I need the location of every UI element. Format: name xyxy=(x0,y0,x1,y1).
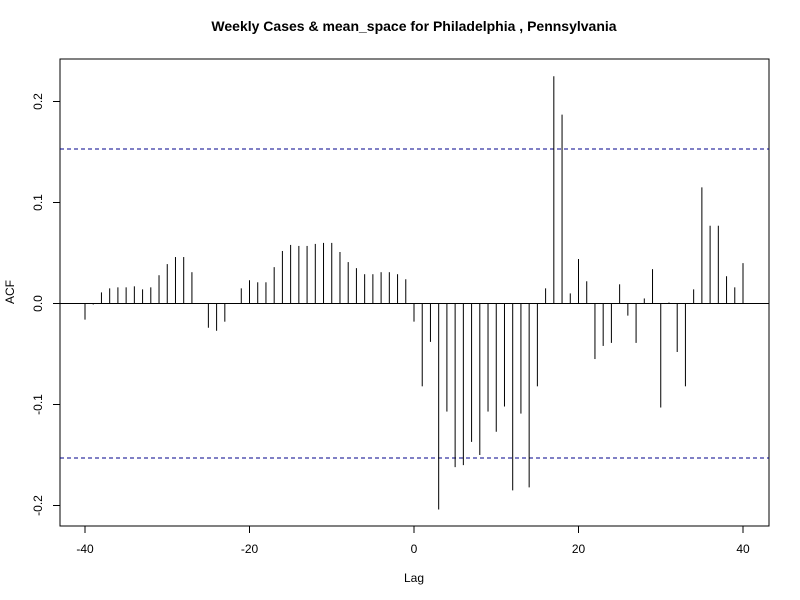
x-axis-label: Lag xyxy=(404,571,424,585)
y-tick-label: -0.2 xyxy=(31,495,45,516)
x-tick-label: 40 xyxy=(736,542,750,556)
x-tick-label: -40 xyxy=(76,542,94,556)
x-tick-label: 20 xyxy=(572,542,586,556)
y-tick-label: 0.1 xyxy=(31,194,45,211)
y-tick-label: 0.2 xyxy=(31,93,45,110)
x-tick-label: 0 xyxy=(411,542,418,556)
y-tick-label: -0.1 xyxy=(31,394,45,415)
acf-bars xyxy=(84,76,744,510)
chart-title: Weekly Cases & mean_space for Philadelph… xyxy=(211,18,616,34)
x-axis: -40 -20 0 20 40 xyxy=(76,525,750,556)
x-tick-label: -20 xyxy=(241,542,259,556)
y-axis: -0.2 -0.1 0.0 0.1 0.2 xyxy=(31,93,61,516)
plot-frame xyxy=(59,58,770,527)
y-axis-label: ACF xyxy=(3,280,17,304)
y-tick-label: 0.0 xyxy=(31,295,45,312)
